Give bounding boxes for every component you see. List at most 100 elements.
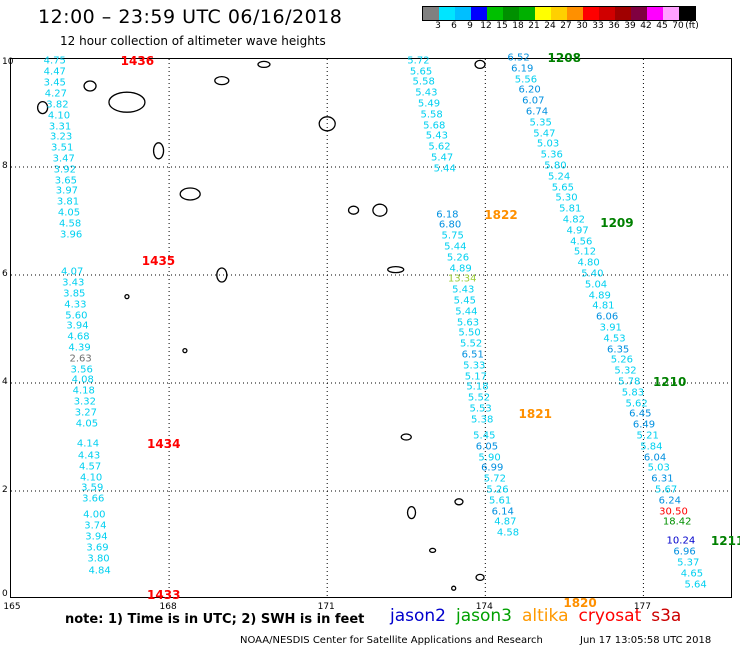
- wave-height-value: 10.24: [666, 535, 696, 547]
- pass-time-label: 1435: [141, 253, 176, 268]
- wave-height-value: 6.51: [461, 349, 484, 361]
- island-outline: [372, 203, 388, 217]
- wave-height-value: 5.63: [456, 317, 480, 329]
- longitude-tick: 168: [159, 602, 177, 612]
- wave-height-value: 3.65: [54, 175, 77, 187]
- wave-height-value: 6.19: [511, 63, 534, 75]
- wave-height-value: 5.12: [573, 246, 597, 258]
- pass-time-label: 1209: [600, 215, 634, 230]
- color-swatch: [567, 7, 583, 20]
- wave-height-value: 4.84: [88, 565, 111, 577]
- color-swatch: [647, 7, 663, 20]
- color-scale-tick: 70: [672, 21, 684, 31]
- wave-height-value: 5.58: [420, 109, 443, 121]
- wave-height-value: 5.18: [466, 381, 489, 393]
- wave-height-value: 6.99: [481, 462, 504, 474]
- wave-height-value: 5.04: [584, 279, 608, 291]
- wave-height-value: 4.27: [44, 88, 67, 100]
- wave-height-value: 4.39: [68, 342, 91, 354]
- wave-height-value: 5.43: [415, 87, 438, 99]
- wave-height-value: 5.56: [514, 74, 538, 86]
- island-outline: [406, 505, 417, 520]
- color-scale-tick: 39: [624, 21, 636, 31]
- wave-height-value: 5.17: [464, 371, 487, 383]
- wave-height-value: 3.27: [74, 407, 98, 419]
- island-outline: [36, 100, 49, 115]
- color-scale-tick: (ft): [685, 21, 699, 31]
- color-swatch: [455, 7, 471, 20]
- wave-height-value: 3.56: [70, 364, 93, 376]
- wave-height-value: 4.08: [71, 374, 94, 386]
- pass-time-label: 1208: [547, 51, 581, 65]
- wave-height-value: 6.45: [629, 408, 652, 420]
- color-scale-tick: 12: [480, 21, 492, 31]
- pass-time-label: 1822: [484, 207, 518, 222]
- wave-height-value: 4.89: [449, 263, 472, 275]
- wave-height-value: 4.58: [58, 218, 82, 230]
- wave-height-value: 5.21: [636, 430, 659, 442]
- wave-height-value: 3.92: [53, 164, 76, 176]
- wave-height-value: 4.57: [78, 461, 102, 473]
- wave-height-value: 5.44: [444, 241, 467, 253]
- wave-height-value: 5.72: [407, 55, 430, 67]
- wave-height-value: 5.64: [684, 579, 707, 590]
- wave-height-value: 4.47: [43, 66, 66, 77]
- wave-height-value: 5.03: [536, 138, 560, 150]
- island-outline: [347, 205, 360, 215]
- wave-height-value: 5.47: [533, 128, 556, 140]
- island-outline: [387, 265, 405, 274]
- wave-height-value: 5.32: [614, 365, 637, 377]
- wave-height-value: 3.69: [86, 542, 109, 554]
- wave-height-value: 6.74: [525, 106, 549, 118]
- wave-height-value: 4.10: [47, 110, 71, 122]
- color-swatch: [615, 7, 631, 20]
- mission-legend-item: cryosat: [578, 606, 642, 626]
- island-outline: [318, 116, 336, 132]
- wave-height-value: 4.00: [83, 509, 106, 521]
- pass-time-label: 1211: [710, 534, 740, 549]
- map-subtitle: 12 hour collection of altimeter wave hei…: [60, 34, 326, 48]
- map-canvas: [11, 59, 731, 597]
- island-outline: [454, 498, 464, 506]
- mission-legend-item: jason2: [390, 606, 446, 626]
- wave-height-value: 5.45: [453, 295, 476, 307]
- wave-height-value: 4.81: [592, 300, 615, 312]
- wave-height-value: 5.43: [425, 130, 449, 142]
- wave-height-value: 5.40: [581, 268, 604, 280]
- mission-legend-item: altika: [522, 606, 569, 626]
- wave-height-value: 3.59: [81, 482, 104, 494]
- wave-height-value: 5.81: [559, 203, 582, 215]
- wave-height-value: 3.80: [87, 553, 110, 565]
- wave-height-value: 5.38: [471, 414, 494, 426]
- latitude-tick: 0: [2, 589, 8, 599]
- island-outline: [216, 267, 228, 283]
- color-scale-ticks: 3 6 9 12 15 18 21 24 27 30 33 36 39 42 45 70 (ft): [422, 21, 732, 33]
- wave-height-value: 6.96: [673, 546, 696, 558]
- wave-height-value: 6.24: [658, 495, 681, 507]
- wave-height-value: 5.80: [544, 160, 567, 172]
- wave-height-value: 3.51: [51, 142, 74, 154]
- wave-height-value: 5.47: [431, 152, 454, 164]
- wave-height-value: 4.33: [64, 299, 87, 311]
- color-scale-tick: 3: [435, 21, 441, 31]
- wave-height-value: 4.05: [57, 207, 81, 219]
- wave-height-value: 3.82: [46, 99, 69, 111]
- wave-height-value: 5.37: [677, 557, 700, 569]
- color-swatch: [583, 7, 599, 20]
- wave-height-value: 4.89: [588, 290, 611, 302]
- latitude-tick: 10: [2, 57, 14, 67]
- wave-height-value: 5.44: [455, 306, 478, 318]
- longitude-tick: 171: [317, 602, 335, 612]
- color-swatch: [551, 7, 567, 20]
- wave-height-value: 5.53: [469, 403, 492, 415]
- wave-height-value: 5.33: [463, 360, 486, 372]
- wave-height-value: 3.91: [599, 322, 622, 334]
- latitude-tick: 8: [2, 161, 8, 171]
- wave-height-value: 3.94: [66, 320, 89, 332]
- island-outline: [179, 187, 201, 201]
- wave-height-value: 6.04: [643, 452, 667, 464]
- wave-height-value: 5.49: [417, 98, 441, 110]
- pass-time-label: 1433: [147, 588, 181, 603]
- wave-height-value: 6.49: [632, 419, 656, 431]
- map-title: 12:00 – 23:59 UTC 06/16/2018: [38, 6, 343, 28]
